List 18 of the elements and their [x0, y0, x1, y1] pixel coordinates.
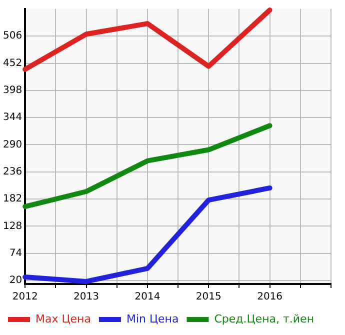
y-tick-label: 344 — [2, 112, 22, 124]
x-tick-label: 2016 — [257, 292, 283, 303]
x-tick-label: 2014 — [134, 292, 160, 303]
x-tick-label: 2015 — [196, 292, 222, 303]
y-tick-label: 236 — [2, 166, 22, 178]
legend-label: Сред.Цена, т.йен — [214, 312, 314, 326]
y-tick-label: 398 — [2, 85, 22, 96]
y-tick-label: 506 — [2, 30, 22, 42]
y-tick-label: 182 — [2, 194, 22, 205]
y-tick-label: 290 — [2, 139, 22, 150]
legend-label: Min Цена — [126, 312, 179, 326]
y-tick-label: 74 — [9, 248, 22, 259]
y-tick-label: 20 — [9, 275, 22, 286]
y-tick-label: 128 — [2, 220, 22, 232]
y-tick-label: 452 — [2, 58, 22, 69]
x-tick-label: 2013 — [74, 292, 99, 303]
legend-label: Max Цена — [36, 312, 91, 326]
x-tick-label: 2012 — [12, 292, 38, 303]
